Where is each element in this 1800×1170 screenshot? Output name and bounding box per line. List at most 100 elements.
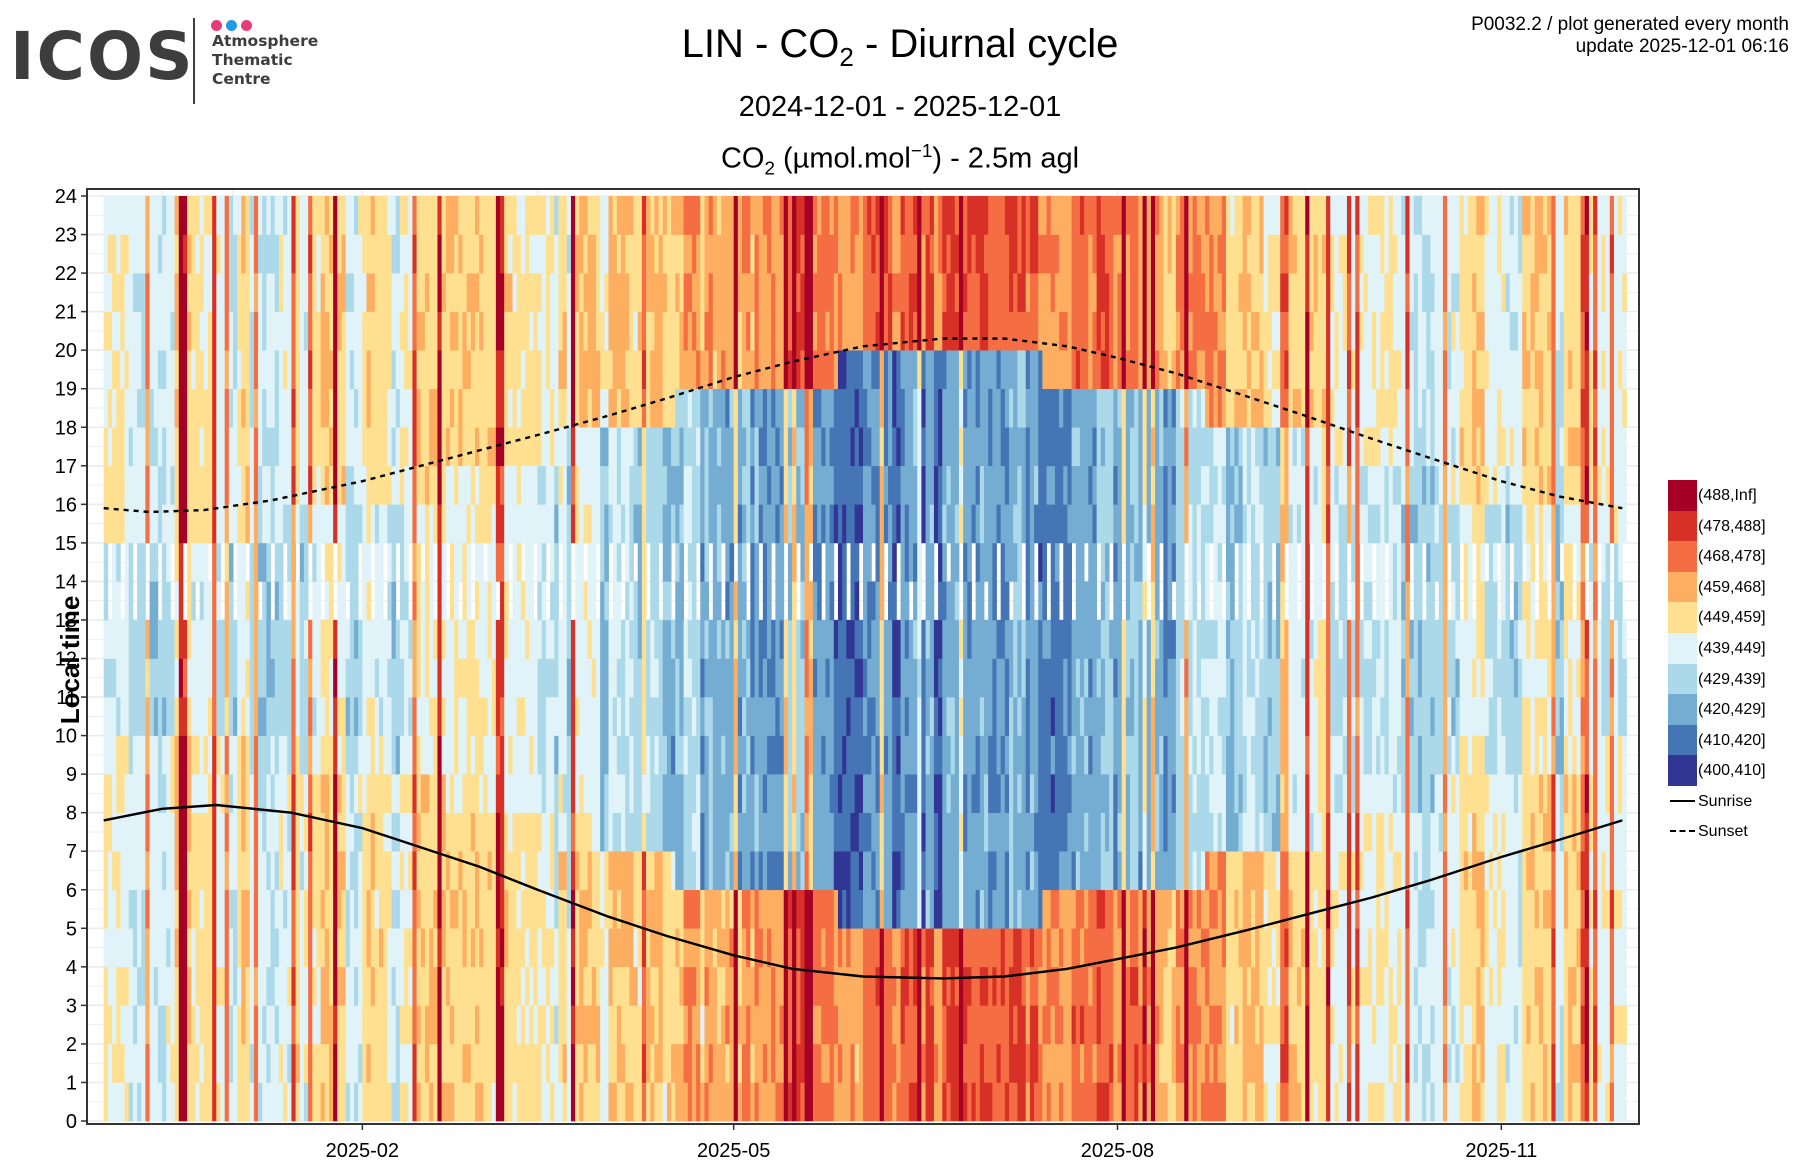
logo-subtitle-line: Centre [212,70,271,88]
heatmap-cell [458,619,463,659]
heatmap-cell [187,273,192,312]
heatmap-cell [1209,1043,1214,1083]
heatmap-cell [354,1005,359,1083]
heatmap-cell [1276,851,1281,891]
heatmap-cell [504,465,509,582]
heatmap-cell [174,966,180,1122]
heatmap-cell [570,889,576,929]
y-tick-label: 8 [66,803,77,825]
heatmap-cell [128,928,134,1083]
heatmap-cell [491,465,497,505]
heatmap-cell [191,774,196,813]
heatmap-cell [1413,1082,1419,1122]
heatmap-cell [462,465,468,544]
logo-separator [193,18,195,104]
heatmap-cell [508,234,513,274]
heatmap-cell [1029,966,1035,1006]
heatmap-cell [195,234,201,274]
heatmap-cell [354,1082,359,1122]
heatmap-cell [1593,388,1598,428]
heatmap-cell [1397,388,1402,467]
heatmap-cell [1438,851,1444,1122]
heatmap-cell [1276,427,1281,467]
heatmap-cell [850,1043,856,1122]
heatmap-cell [950,928,956,1122]
heatmap-cell [1292,427,1298,467]
heatmap-cell [258,697,263,736]
heatmap-cell [938,388,943,467]
heatmap-cell [1000,928,1006,1006]
heatmap-cell [462,697,468,775]
heatmap-cell [1109,889,1114,1045]
heatmap-cell [1397,350,1402,390]
heatmap-cell [1205,774,1210,852]
heatmap-cell [379,504,384,698]
heatmap-cell [1263,1043,1269,1083]
heatmap-cell [829,196,835,235]
heatmap-cell [416,1005,422,1045]
heatmap-cell [850,273,856,351]
heatmap-cell [1200,427,1206,467]
heatmap-cell [1572,851,1577,968]
heatmap-cell [1017,311,1022,351]
heatmap-cell [1609,735,1615,891]
heatmap-cell [1000,1005,1006,1122]
heatmap-cell [675,889,680,929]
heatmap-cell [516,697,522,736]
heatmap-cell [983,350,989,582]
heatmap-cell [262,542,267,582]
heatmap-cell [883,350,889,467]
heatmap-cell [833,196,839,274]
heatmap-cell [1538,697,1544,736]
heatmap-cell [241,273,246,390]
heatmap-cell [621,851,626,968]
heatmap-cell [575,196,580,235]
heatmap-cell [354,196,359,235]
heatmap-cell [796,619,801,852]
heatmap-cell [1188,889,1193,929]
heatmap-cell [975,465,981,505]
heatmap-cell [137,542,142,736]
heatmap-cell [1518,851,1523,968]
heatmap-cell [500,966,505,1006]
heatmap-cell [716,234,722,390]
heatmap-cell [1551,697,1556,736]
heatmap-cell [500,273,505,351]
heatmap-cell [646,966,651,1083]
heatmap-cell [1242,735,1248,813]
heatmap-cell [299,889,305,1122]
heatmap-cell [1225,735,1231,852]
heatmap-cell [846,350,851,544]
heatmap-cell [600,928,605,968]
heatmap-cell [1463,619,1469,736]
heatmap-cell [404,774,409,813]
heatmap-cell [1497,697,1502,852]
heatmap-cell [1422,1043,1427,1122]
heatmap-cell [1613,889,1619,929]
heatmap-cell [103,196,109,312]
heatmap-cell [1534,311,1540,351]
heatmap-cell [1593,1082,1598,1122]
heatmap-cell [1509,311,1515,351]
heatmap-cell [1100,735,1106,775]
heatmap-cell [470,966,476,1122]
heatmap-cell [550,619,555,659]
heatmap-cell [1088,697,1093,736]
heatmap-cell [303,1043,309,1083]
heatmap-cell [1155,774,1160,852]
heatmap-cell [541,542,547,582]
heatmap-cell [1455,658,1461,698]
heatmap-cell [174,388,180,428]
heatmap-cell [1059,388,1064,428]
heatmap-cell [1472,273,1477,312]
heatmap-cell [112,889,117,1045]
heatmap-cell [1025,196,1031,274]
heatmap-cell [587,196,593,235]
heatmap-cell [1092,273,1098,312]
heatmap-cell [892,1005,897,1045]
heatmap-cell [954,350,960,505]
heatmap-cell [337,966,342,1006]
heatmap-cell [821,465,826,505]
heatmap-cell [1025,658,1031,813]
heatmap-cell [207,735,213,775]
